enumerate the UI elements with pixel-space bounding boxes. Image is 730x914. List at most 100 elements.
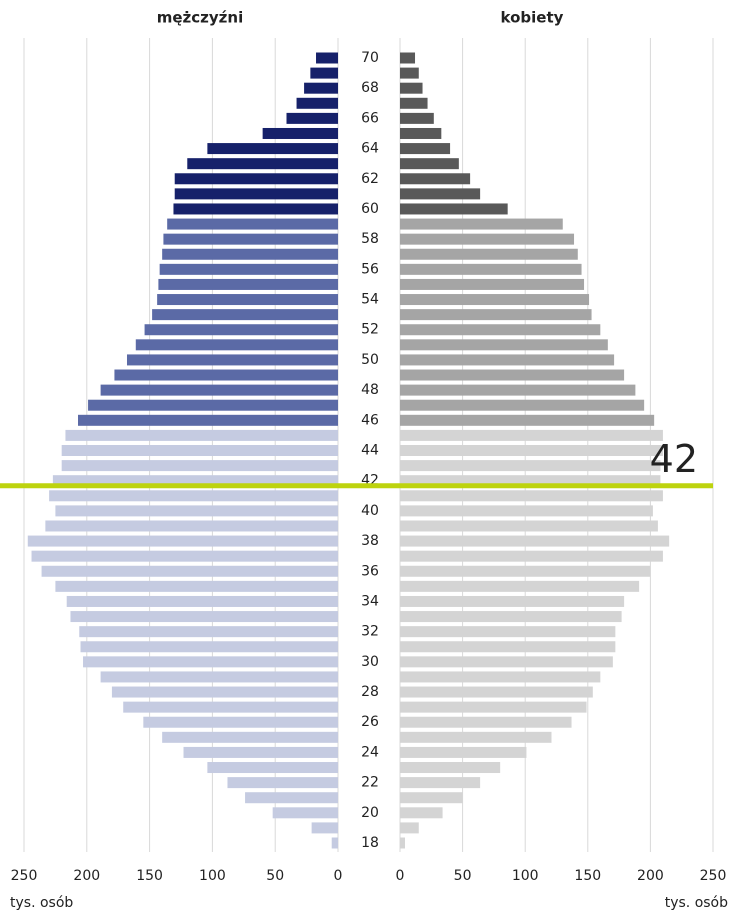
- bar: [49, 490, 339, 502]
- bar: [207, 762, 338, 774]
- x-tick-label: 150: [136, 868, 163, 884]
- bar: [123, 701, 338, 713]
- bar: [159, 263, 338, 275]
- bar: [114, 369, 338, 381]
- age-label: 54: [361, 292, 379, 308]
- bar: [400, 324, 601, 336]
- bar: [296, 97, 338, 109]
- bar: [400, 233, 575, 245]
- x-tick-label: 250: [11, 868, 38, 884]
- bar: [135, 339, 338, 351]
- bar: [78, 414, 339, 426]
- bar: [400, 807, 443, 819]
- age-label: 30: [361, 654, 379, 670]
- age-label: 68: [361, 80, 379, 96]
- bar: [400, 777, 481, 789]
- age-label: 26: [361, 714, 379, 730]
- bar: [400, 339, 608, 351]
- bar: [174, 188, 338, 200]
- bar: [400, 460, 661, 472]
- bar: [400, 278, 585, 290]
- x-tick-label: 150: [574, 868, 601, 884]
- age-label: 32: [361, 624, 379, 640]
- bar: [52, 475, 338, 487]
- bar: [400, 112, 434, 124]
- bar: [111, 686, 338, 698]
- bar: [152, 309, 338, 321]
- bar: [400, 354, 615, 366]
- bar: [400, 611, 622, 623]
- bar: [400, 565, 651, 577]
- bar: [400, 218, 563, 230]
- bar: [262, 127, 338, 139]
- bar: [400, 686, 593, 698]
- bar: [400, 550, 663, 562]
- bar: [400, 127, 442, 139]
- bar: [400, 535, 670, 547]
- bar: [245, 792, 338, 804]
- bar: [400, 82, 423, 94]
- bar: [66, 595, 338, 607]
- bar: [157, 294, 338, 306]
- bar: [400, 294, 590, 306]
- age-label: 36: [361, 563, 379, 579]
- age-label: 18: [361, 835, 379, 851]
- bar: [310, 67, 338, 79]
- bar: [400, 429, 663, 441]
- bar: [400, 188, 481, 200]
- age-label: 20: [361, 805, 379, 821]
- x-tick-label: 50: [454, 868, 472, 884]
- x-axis-label-left: tys. osób: [10, 895, 73, 911]
- age-label: 28: [361, 684, 379, 700]
- bar: [144, 324, 338, 336]
- bar: [400, 263, 582, 275]
- bar: [400, 792, 463, 804]
- bar: [88, 399, 338, 411]
- bar: [400, 369, 625, 381]
- bar: [400, 158, 459, 170]
- age-label: 22: [361, 775, 379, 791]
- bar: [173, 203, 338, 215]
- bar: [41, 565, 339, 577]
- bar: [126, 354, 338, 366]
- bar: [400, 67, 419, 79]
- bar: [174, 173, 338, 185]
- bar: [100, 671, 338, 683]
- bar: [162, 248, 338, 260]
- bar: [400, 143, 451, 155]
- age-label: 60: [361, 201, 379, 217]
- bar: [400, 746, 527, 758]
- bar: [27, 535, 338, 547]
- bar: [207, 143, 338, 155]
- bar: [400, 203, 508, 215]
- bar: [158, 278, 338, 290]
- bar: [400, 641, 616, 653]
- bar: [286, 112, 338, 124]
- x-tick-label: 100: [199, 868, 226, 884]
- bar: [400, 52, 416, 64]
- bar: [400, 626, 616, 638]
- bar: [187, 158, 338, 170]
- bar: [311, 822, 338, 834]
- left-title: mężczyźni: [157, 9, 243, 27]
- bar: [55, 505, 339, 517]
- bar: [183, 746, 338, 758]
- bar: [400, 505, 653, 517]
- bar: [400, 656, 613, 668]
- bar: [45, 520, 339, 532]
- age-label: 66: [361, 110, 379, 126]
- age-label: 62: [361, 171, 379, 187]
- age-label: 58: [361, 231, 379, 247]
- bar: [400, 762, 501, 774]
- bar: [304, 82, 338, 94]
- bar: [400, 384, 636, 396]
- x-tick-label: 100: [512, 868, 539, 884]
- age-label: 64: [361, 141, 379, 157]
- bar: [400, 248, 578, 260]
- age-label: 70: [361, 50, 379, 66]
- bar: [55, 580, 339, 592]
- bar: [400, 97, 428, 109]
- x-tick-label: 200: [73, 868, 100, 884]
- age-label: 52: [361, 322, 379, 338]
- bar: [143, 716, 338, 728]
